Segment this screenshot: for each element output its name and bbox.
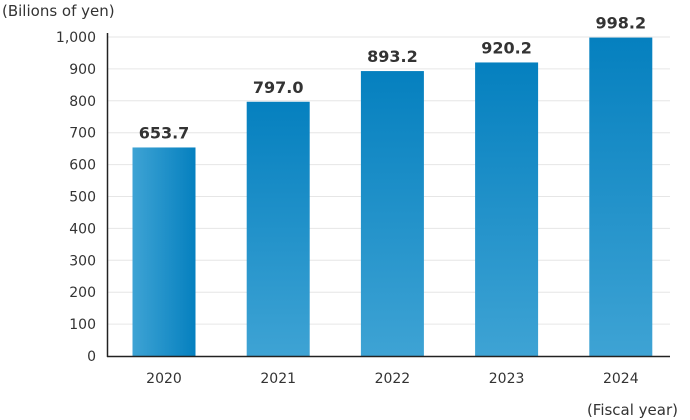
bar-2024 bbox=[589, 37, 653, 357]
bar-2022 bbox=[360, 71, 424, 356]
y-axis-label: (Bilions of yen) bbox=[2, 2, 115, 20]
y-tick-label: 100 bbox=[69, 317, 96, 333]
y-tick-label: 200 bbox=[69, 285, 96, 301]
x-tick-label: 2022 bbox=[375, 371, 411, 387]
y-tick-label: 500 bbox=[69, 190, 96, 206]
bar-2020 bbox=[132, 147, 196, 356]
bar-2021 bbox=[246, 101, 310, 357]
data-label: 653.7 bbox=[139, 123, 190, 142]
data-label: 920.2 bbox=[481, 38, 532, 57]
data-label: 998.2 bbox=[595, 14, 646, 33]
bar-2023 bbox=[475, 62, 539, 356]
y-tick-label: 600 bbox=[69, 158, 96, 174]
x-tick-label: 2020 bbox=[146, 371, 182, 387]
y-tick-label: 800 bbox=[69, 94, 96, 110]
x-axis-label: (Fiscal year) bbox=[587, 401, 678, 419]
x-tick-label: 2024 bbox=[603, 371, 639, 387]
data-label: 893.2 bbox=[367, 47, 418, 66]
x-tick-label: 2023 bbox=[489, 371, 525, 387]
x-tick-label: 2021 bbox=[260, 371, 296, 387]
data-label: 797.0 bbox=[253, 78, 304, 97]
y-tick-label: 300 bbox=[69, 253, 96, 269]
y-tick-label: 900 bbox=[69, 62, 96, 78]
y-tick-label: 1,000 bbox=[56, 30, 96, 46]
y-tick-label: 700 bbox=[69, 126, 96, 142]
y-tick-label: 0 bbox=[87, 349, 96, 365]
y-tick-label: 400 bbox=[69, 221, 96, 237]
